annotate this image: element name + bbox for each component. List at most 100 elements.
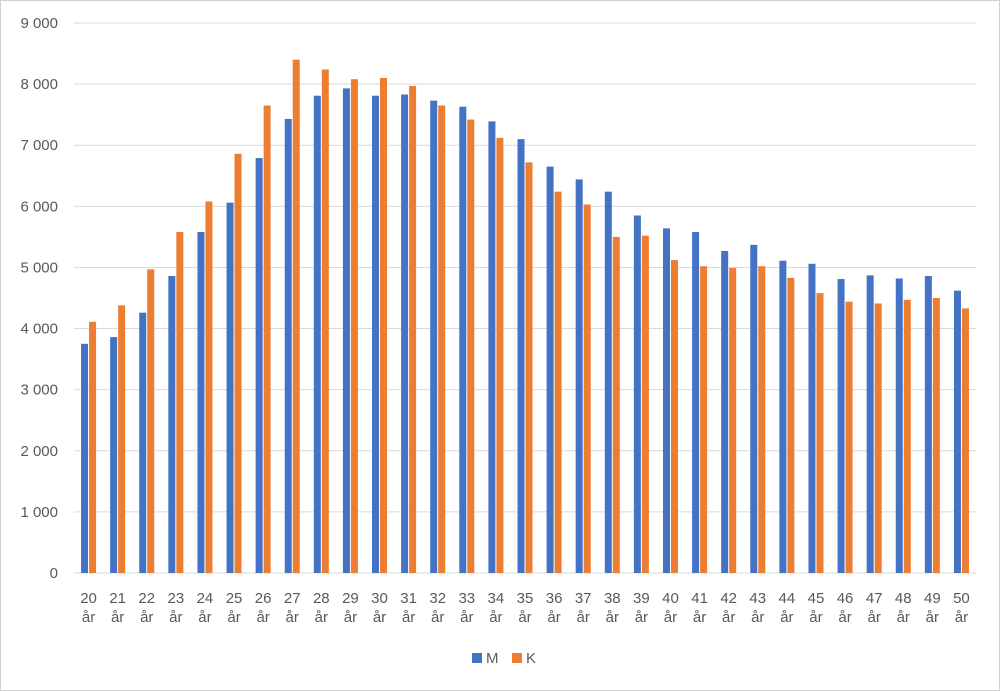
bar-k-21	[700, 266, 708, 573]
y-tick-label: 2 000	[20, 443, 58, 460]
bar-m-6	[255, 158, 263, 574]
y-tick-label: 4 000	[20, 321, 58, 338]
legend-swatch-m	[472, 653, 482, 663]
y-tick-label: 6 000	[20, 198, 58, 215]
y-axis-ticks: 0 1 000 2 000 3 000 4 000 5 000 6 000 7 000 8 00…	[20, 15, 58, 582]
bar-m-1	[110, 337, 118, 573]
x-tick-label: 32 år	[429, 590, 446, 626]
x-tick-label: 46 år	[837, 590, 854, 626]
bar-m-16	[546, 166, 554, 573]
x-tick-label: 37 år	[575, 590, 592, 626]
bar-k-9	[350, 79, 358, 573]
bar-m-15	[517, 139, 525, 573]
bar-k-2	[147, 269, 155, 573]
x-tick-label: 34 år	[488, 590, 505, 626]
x-tick-label: 30 år	[371, 590, 388, 626]
bar-k-28	[903, 299, 911, 573]
x-tick-label: 40 år	[662, 590, 679, 626]
x-tick-label: 33 år	[458, 590, 475, 626]
bar-k-14	[496, 137, 504, 573]
legend-swatch-k	[512, 653, 522, 663]
bar-m-0	[81, 343, 89, 573]
y-tick-label: 3 000	[20, 382, 58, 399]
y-tick-label: 7 000	[20, 137, 58, 154]
x-tick-label: 45 år	[808, 590, 825, 626]
bar-k-24	[787, 277, 795, 573]
bar-k-16	[554, 191, 562, 573]
bar-m-30	[953, 290, 961, 573]
bar-m-22	[721, 250, 729, 573]
bar-m-3	[168, 276, 176, 573]
bar-m-18	[604, 191, 612, 573]
legend-label-m: M	[486, 650, 499, 667]
bar-m-25	[808, 263, 816, 573]
bar-k-7	[292, 59, 300, 573]
x-tick-label: 36 år	[546, 590, 563, 626]
bar-k-3	[176, 232, 184, 573]
x-tick-label: 39 år	[633, 590, 650, 626]
bar-m-14	[488, 121, 496, 573]
bar-k-26	[845, 301, 853, 573]
bar-k-0	[89, 321, 97, 573]
bar-m-7	[284, 118, 292, 573]
x-tick-label: 41 år	[691, 590, 708, 626]
bar-k-8	[321, 69, 329, 573]
x-tick-label: 38 år	[604, 590, 621, 626]
bar-k-5	[234, 153, 242, 573]
y-tick-label: 0	[50, 565, 58, 582]
bar-m-4	[197, 232, 205, 573]
x-tick-label: 28 år	[313, 590, 330, 626]
x-axis-ticks: 20 år 21 år 22 år 23 år 24 år 25 år 26 år 27 år 28 år 29 år…	[80, 590, 970, 626]
bar-k-6	[263, 105, 271, 573]
bar-k-19	[641, 235, 649, 573]
bar-k-20	[670, 260, 678, 573]
legend-label-k: K	[526, 650, 536, 667]
bar-m-19	[633, 215, 641, 573]
x-tick-label: 47 år	[866, 590, 883, 626]
bar-m-29	[924, 276, 932, 573]
x-tick-label: 35 år	[517, 590, 534, 626]
x-tick-label: 48 år	[895, 590, 912, 626]
bar-m-17	[575, 179, 583, 573]
x-tick-label: 21 år	[109, 590, 126, 626]
x-tick-label: 24 år	[197, 590, 214, 626]
x-tick-label: 50 år	[953, 590, 970, 626]
bar-k-1	[118, 305, 126, 573]
bar-m-20	[662, 228, 670, 574]
y-tick-label: 8 000	[20, 76, 58, 93]
x-tick-label: 25 år	[226, 590, 243, 626]
bar-k-18	[612, 236, 620, 573]
bar-k-11	[409, 85, 417, 573]
bar-k-25	[816, 293, 824, 573]
bar-k-4	[205, 201, 213, 573]
bar-k-29	[932, 298, 940, 573]
x-tick-label: 20 år	[80, 590, 97, 626]
x-tick-label: 27 år	[284, 590, 301, 626]
bar-m-2	[139, 312, 147, 573]
bar-m-28	[895, 278, 903, 573]
x-tick-label: 23 år	[167, 590, 184, 626]
y-tick-label: 5 000	[20, 259, 58, 276]
bar-m-26	[837, 279, 845, 573]
bar-k-15	[525, 162, 533, 574]
bar-k-27	[874, 303, 882, 573]
x-tick-label: 42 år	[720, 590, 737, 626]
bar-k-10	[380, 78, 388, 573]
bar-k-30	[961, 308, 969, 573]
x-tick-label: 43 år	[749, 590, 766, 626]
y-tick-label: 9 000	[20, 15, 58, 32]
bars	[81, 59, 969, 574]
bar-m-9	[342, 88, 350, 573]
gridlines	[74, 22, 976, 574]
x-tick-label: 26 år	[255, 590, 272, 626]
x-tick-label: 44 år	[779, 590, 796, 626]
bar-m-5	[226, 202, 234, 573]
bar-m-27	[866, 275, 874, 573]
x-tick-label: 22 år	[138, 590, 155, 626]
bar-m-11	[401, 94, 409, 573]
bar-k-13	[467, 119, 475, 574]
bar-m-21	[692, 232, 700, 573]
